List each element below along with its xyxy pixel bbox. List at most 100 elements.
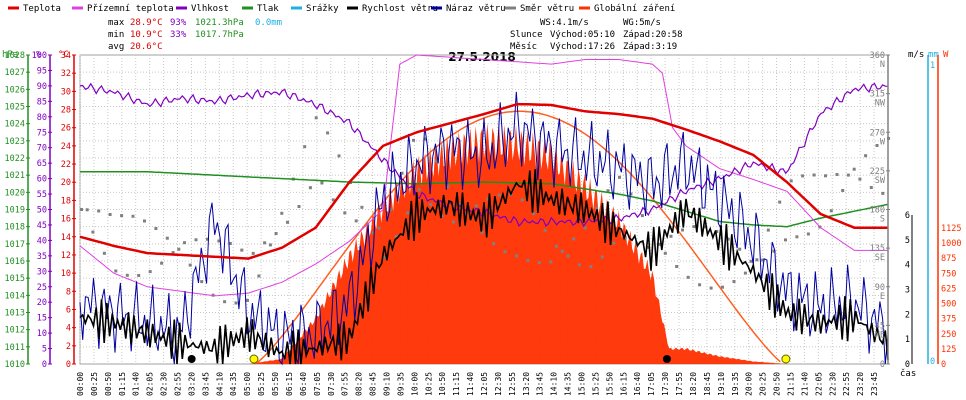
humidity-axis-tick-label: 50 [37,206,47,216]
time-tick-label: 15:25 [591,372,600,396]
temperature-axis-tick-label: 32 [61,69,71,79]
direction-axis-tick-label: 315 [870,90,885,100]
temperature-axis-tick-label: 26 [61,124,71,134]
wind-direction-point [806,232,810,236]
humidity-axis-tick-label: 35 [37,252,47,262]
wind-direction-point [400,171,404,175]
avg-label: avg [108,42,124,52]
sun-moon-markers [187,354,791,364]
wind-direction-point [131,214,135,218]
temperature-axis-tick-label: 14 [61,233,71,243]
wind-direction-point [165,236,169,240]
min-label: min [108,30,124,40]
moon-set: Západ:3:19 [623,42,677,52]
radiation-axis-tick-label: 1000 [941,239,961,249]
wind-direction-point [589,265,593,269]
wind-direction-point [228,242,232,245]
time-tick-label: 22:05 [814,372,823,396]
chart-title: 27.5.2018 [448,50,516,64]
time-tick-label: 06:15 [285,372,294,396]
temperature-axis-tick-label: 16 [61,215,71,225]
wind-direction-point [446,184,450,188]
wind-direction-point [869,186,873,189]
humidity-axis-tick-label: 90 [37,82,47,92]
pressure-axis-tick-label: 1015 [5,274,25,284]
wind-direction-point [532,212,536,215]
wind-direction-point [223,300,227,304]
direction-axis-tick-label: SE [875,253,885,263]
wind-direction-point [543,228,547,232]
wind-direction-point [240,248,244,252]
pressure-axis-tick-label: 1020 [5,188,25,198]
wind-direction-point [137,274,141,277]
time-tick-label: 20:50 [773,372,782,396]
wind-direction-point [286,220,289,224]
wind-direction-point [188,263,192,267]
direction-axis-tick-label: 225 [870,167,885,177]
moonrise-marker [662,355,671,363]
humidity-axis-tick-label: 80 [37,113,47,123]
wind-direction-point [274,232,278,235]
wind-direction-point [583,226,587,230]
wind-direction-point [852,167,856,171]
legend-label: Globální záření [594,4,675,14]
time-tick-label: 02:30 [160,372,169,396]
wind-direction-point [515,254,518,258]
wind-direction-point [474,204,478,208]
radiation-axis-tick-label: 750 [941,269,956,279]
time-tick-label: 15:00 [578,372,587,396]
wind-axis-tick-label: 2 [905,310,910,320]
time-tick-label: 03:20 [187,372,196,396]
wind-direction-point [217,239,221,243]
max-humidity: 93% [170,18,187,28]
legend-label: Směr větru [520,4,574,14]
temperature-axis-tick-label: 24 [61,142,71,152]
wind-direction-point [108,213,112,216]
humidity-axis-tick-label: 20 [37,298,47,308]
time-tick-label: 16:40 [633,372,642,396]
pressure-axis-tick-label: 1017 [5,240,25,250]
unit-mm: mm [928,50,939,60]
wind-direction-point [429,203,433,207]
wind-direction-point [263,241,267,245]
direction-axis-tick-label: N [880,60,885,70]
time-tick-label: 11:15 [452,372,461,396]
wind-direction-point [623,236,627,240]
time-tick-label: 05:25 [257,372,266,396]
pressure-axis-tick-label: 1013 [5,309,25,319]
time-tick-label: 09:10 [382,372,391,396]
time-tick-label: 02:05 [146,372,155,396]
wind-direction-point [183,241,186,245]
time-tick-label: 13:20 [522,372,531,396]
pressure-axis-tick-label: 1023 [5,137,25,147]
time-tick-label: 01:15 [118,372,127,396]
wind-direction-point [595,206,599,210]
wind-direction-point [743,271,747,275]
wind-direction-point [675,265,679,268]
pressure-axis-tick-label: 1019 [5,206,25,216]
moon-rise: Východ:17:26 [550,42,615,52]
wind-direction-point [337,154,341,158]
wind-direction-point [434,159,438,163]
wind-direction-point [772,249,776,253]
temperature-axis-tick-label: 10 [61,269,71,279]
wind-direction-point [618,175,621,179]
min-temp: 10.9°C [130,30,163,40]
wind-direction-point [629,192,633,196]
series-line [80,170,889,228]
temperature-axis-tick-label: 8 [66,287,71,297]
time-tick-label: 10:00 [410,372,419,396]
sun-label: Slunce [510,30,543,40]
humidity-axis-tick-label: 30 [37,267,47,277]
wind-direction-point [703,225,707,229]
wind-direction-point [766,228,770,232]
moonset-marker [187,355,196,363]
direction-axis-tick-label: 0 [880,360,885,370]
wind-direction-point [612,241,616,245]
temperature-axis-tick-label: 12 [61,251,71,261]
time-tick-label: 19:35 [731,372,740,396]
time-tick-label: 00:25 [90,372,99,396]
series-line [79,82,889,228]
wind-direction-point [600,255,604,259]
axes: 1028102710261025102410231022102110201019… [5,51,962,396]
